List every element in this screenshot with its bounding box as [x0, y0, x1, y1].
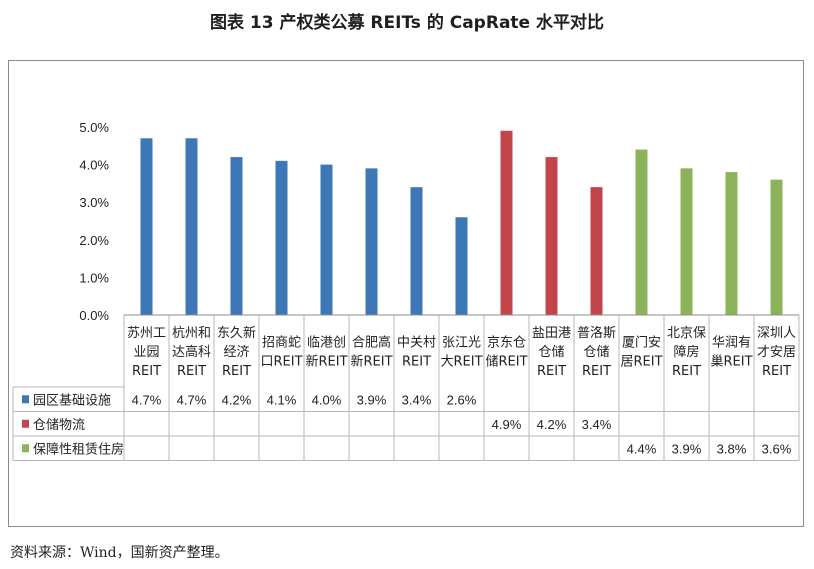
category-label: 大REIT [440, 355, 482, 370]
y-tick-label: 0.0% [79, 308, 109, 323]
chart-frame: 0.0% 1.0% 2.0% 3.0% 4.0% 5.0% 苏州工业园 REIT 杭州和达高科 R… [8, 60, 804, 527]
y-tick-label: 3.0% [79, 195, 109, 210]
category-label: 储REIT [485, 355, 527, 370]
data-label: 4.4% [627, 441, 657, 456]
data-label: 4.0% [312, 392, 342, 407]
data-label: 4.2% [222, 392, 252, 407]
data-label: 4.9% [492, 417, 522, 432]
category-label: 巢REIT [710, 355, 752, 370]
y-tick-label: 4.0% [79, 158, 109, 173]
category-label: REIT [402, 355, 431, 370]
category-label: 新REIT [305, 354, 347, 370]
legend-swatch-2 [22, 419, 29, 428]
category-label: 东久新 [217, 325, 256, 341]
source-note: 资料来源：Wind，国新资产整理。 [10, 545, 229, 561]
chart-title: 图表 13 产权类公募 REITs 的 CapRate 水平对比 [210, 13, 604, 33]
data-label: 2.6% [447, 392, 477, 407]
category-label: 杭州和 [172, 326, 211, 341]
category-label: 达高科 [172, 344, 211, 360]
category-label: REIT [672, 364, 701, 379]
category-label: 中关村 [397, 336, 436, 351]
category-label: REIT [132, 364, 161, 379]
bar-3-13 [680, 168, 693, 315]
legend-swatch-3 [22, 444, 29, 453]
bar-1-6 [365, 168, 378, 315]
legend-label-3: 保障性租赁住房 [33, 441, 124, 457]
category-label: 障房 [673, 344, 699, 360]
bar-1-3 [230, 157, 243, 315]
bar-3-14 [725, 172, 738, 315]
category-label: 招商蛇 [262, 336, 301, 351]
category-label: 经济 [223, 345, 249, 360]
y-tick-label: 2.0% [79, 233, 109, 248]
bar-1-1 [140, 138, 153, 315]
data-label: 3.6% [762, 441, 792, 456]
bar-1-2 [185, 138, 198, 315]
bar-3-12 [635, 149, 648, 315]
category-label: 才安居 [757, 345, 796, 360]
data-label: 4.7% [177, 392, 207, 407]
bar-1-7 [410, 187, 423, 315]
data-label: 3.9% [357, 392, 387, 407]
category-label: 口REIT [260, 355, 302, 370]
category-label: 华润有 [712, 336, 751, 351]
data-label: 3.4% [402, 392, 432, 407]
category-label: REIT [222, 364, 251, 379]
legend-swatch-1 [22, 395, 29, 404]
category-label: 普洛斯 [577, 326, 616, 341]
category-label: 合肥高 [352, 335, 391, 351]
bar-1-5 [320, 164, 333, 315]
category-label: 北京保 [667, 326, 706, 341]
category-label: 深圳人 [757, 326, 796, 341]
category-label: REIT [537, 364, 566, 379]
bar-1-4 [275, 160, 288, 315]
category-label: 业园 [133, 345, 159, 360]
legend-label-2: 仓储物流 [33, 418, 85, 433]
category-label: 临港创 [307, 336, 346, 351]
category-label: 京东仓 [487, 336, 526, 351]
bar-3-15 [770, 179, 783, 315]
category-label: 盐田港 [532, 326, 571, 341]
data-label: 3.9% [672, 441, 702, 456]
category-label: REIT [177, 364, 206, 379]
category-label: 张江光 [442, 336, 481, 351]
category-label: REIT [762, 364, 791, 379]
category-label: REIT [582, 364, 611, 379]
data-label: 3.8% [717, 441, 747, 456]
category-label: 居REIT [620, 355, 662, 370]
bar-2-10 [545, 157, 558, 315]
category-label: 苏州工 [127, 325, 166, 341]
y-tick-label: 1.0% [79, 270, 109, 285]
data-label: 4.7% [132, 392, 162, 407]
legend-label-1: 园区基础设施 [33, 393, 111, 408]
data-label: 4.1% [267, 392, 297, 407]
category-label: 仓储 [538, 345, 564, 360]
bar-1-8 [455, 217, 468, 315]
data-label: 4.2% [537, 417, 567, 432]
category-label: 仓储 [583, 345, 609, 360]
bar-2-11 [590, 187, 603, 315]
category-label: 新REIT [350, 354, 392, 370]
bar-2-9 [500, 130, 513, 315]
y-tick-label: 5.0% [79, 120, 109, 135]
category-label: 厦门安 [622, 336, 661, 351]
data-label: 3.4% [582, 417, 612, 432]
